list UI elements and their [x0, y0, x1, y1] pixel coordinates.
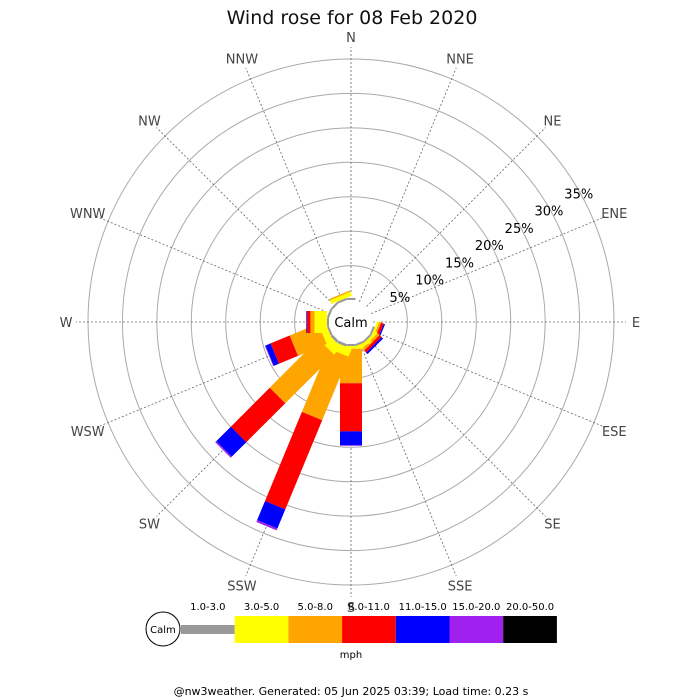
- legend-range-label-6: 20.0-50.0: [506, 602, 554, 613]
- ring-label-2: 10%: [415, 274, 444, 289]
- legend-range-label-2: 5.0-8.0: [298, 602, 333, 613]
- legend-swatch-6: [503, 616, 557, 643]
- direction-label-sse: SSE: [448, 579, 473, 594]
- legend-range-label-5: 15.0-20.0: [452, 602, 500, 613]
- direction-label-ene: ENE: [601, 207, 627, 222]
- bar-w-bin-2: [310, 311, 314, 333]
- legend-swatch-0: [181, 625, 235, 634]
- legend-unit: mph: [340, 650, 362, 661]
- direction-label-se: SE: [544, 518, 560, 533]
- bar-s-bin-0: [347, 344, 356, 346]
- spoke-se: [367, 338, 546, 517]
- bar-w-bin-3: [307, 311, 310, 333]
- bar-wnw-bin-0: [327, 309, 332, 318]
- legend-range-label-4: 11.0-15.0: [399, 602, 447, 613]
- spoke-nnw: [246, 68, 343, 302]
- spoke-wnw: [97, 217, 331, 314]
- spoke-nw: [157, 128, 336, 307]
- legend-swatch-1: [235, 616, 289, 643]
- bar-n-bin-0: [347, 298, 356, 300]
- direction-label-n: N: [346, 31, 356, 46]
- legend-swatch-2: [288, 616, 342, 643]
- spoke-ese: [371, 330, 605, 427]
- legend-range-label-3: 8.0-11.0: [348, 602, 390, 613]
- spoke-ne: [367, 128, 546, 307]
- legend-swatch-4: [396, 616, 450, 643]
- legend-swatch-3: [342, 616, 396, 643]
- chart-title: Wind rose for 08 Feb 2020: [227, 7, 478, 29]
- legend-range-label-1: 3.0-5.0: [244, 602, 279, 613]
- legend-calm-label: Calm: [150, 625, 176, 636]
- calm-label: Calm: [334, 316, 367, 331]
- direction-label-nw: NW: [138, 114, 161, 129]
- bar-w-bin-4: [306, 311, 307, 333]
- direction-label-ne: NE: [544, 114, 562, 129]
- bar-ssw-bin-3: [265, 412, 322, 510]
- ring-label-7: 35%: [564, 188, 593, 203]
- ring-label-5: 25%: [505, 222, 534, 237]
- spoke-sse: [359, 342, 456, 576]
- direction-label-ssw: SSW: [227, 579, 257, 594]
- bar-w-bin-1: [315, 311, 327, 333]
- bar-s-bin-3: [340, 383, 362, 431]
- direction-label-e: E: [632, 316, 640, 331]
- bar-sw-bin-3: [231, 388, 285, 443]
- bar-s-bin-5: [340, 445, 362, 446]
- ring-label-1: 5%: [390, 291, 411, 306]
- direction-label-w: W: [60, 316, 73, 331]
- legend-range-label-0: 1.0-3.0: [190, 602, 225, 613]
- ring-label-6: 30%: [534, 205, 563, 220]
- ring-label-4: 20%: [475, 239, 504, 254]
- direction-label-sw: SW: [139, 518, 160, 533]
- legend-items: 1.0-3.0 3.0-5.0 5.0-8.0 8.0-11.0 11.0-15.0 15…: [181, 602, 557, 643]
- direction-label-wnw: WNW: [70, 207, 106, 222]
- ring-labels: 5% 10%15%20%25%30%35%: [390, 188, 594, 306]
- legend-swatch-5: [450, 616, 504, 643]
- direction-label-ese: ESE: [602, 425, 627, 440]
- footer-text: @nw3weather. Generated: 05 Jun 2025 03:3…: [174, 685, 529, 698]
- bar-w-bin-0: [327, 318, 329, 327]
- direction-label-nnw: NNW: [226, 53, 258, 68]
- direction-label-nne: NNE: [446, 53, 474, 68]
- spoke-nne: [359, 68, 456, 302]
- speed-legend: Calm 1.0-3.0 3.0-5.0 5.0-8.0 8.0-11.0 11.0-1…: [146, 602, 557, 661]
- ring-label-3: 15%: [445, 256, 474, 271]
- bar-s-bin-4: [340, 431, 362, 445]
- direction-label-wsw: WSW: [71, 425, 105, 440]
